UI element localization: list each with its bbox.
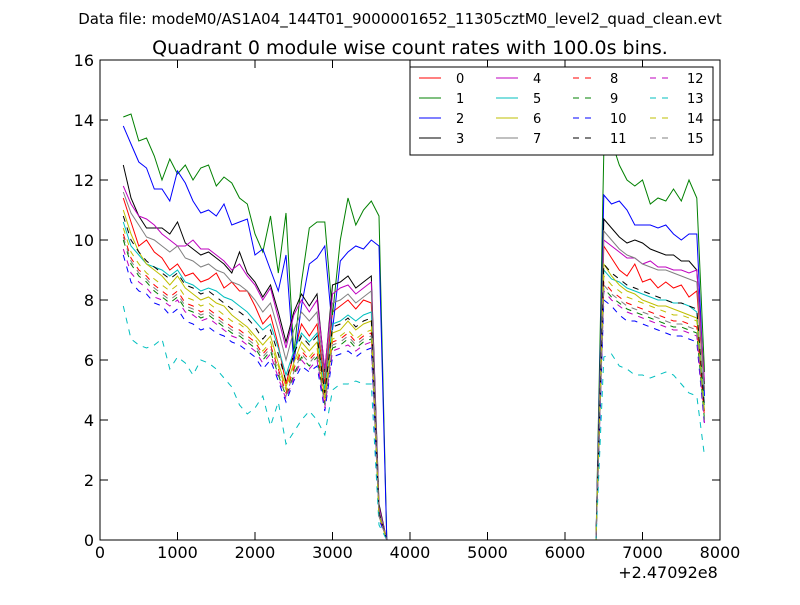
x-tick-label: 4000 bbox=[390, 543, 431, 562]
legend-label-11: 11 bbox=[610, 132, 627, 147]
y-tick-label: 14 bbox=[74, 111, 94, 130]
legend-label-9: 9 bbox=[610, 92, 618, 107]
legend-label-2: 2 bbox=[456, 112, 464, 127]
y-tick-label: 4 bbox=[84, 411, 94, 430]
legend-label-14: 14 bbox=[687, 112, 704, 127]
y-tick-label: 6 bbox=[84, 351, 94, 370]
legend-label-0: 0 bbox=[456, 72, 464, 87]
x-tick-label: 7000 bbox=[622, 543, 663, 562]
x-tick-label: 0 bbox=[95, 543, 105, 562]
legend-label-7: 7 bbox=[533, 132, 541, 147]
x-tick-label: 8000 bbox=[700, 543, 741, 562]
series-layer bbox=[122, 113, 705, 540]
legend-label-15: 15 bbox=[687, 132, 704, 147]
legend-label-10: 10 bbox=[610, 112, 627, 127]
ticks-layer: 0 1000 2000 3000 4000 5000 6000 7000 80000246810… bbox=[74, 51, 741, 562]
chart-title: Quadrant 0 module wise count rates with … bbox=[152, 37, 668, 59]
y-tick-label: 2 bbox=[84, 471, 94, 490]
legend-label-4: 4 bbox=[533, 72, 541, 87]
legend-box bbox=[409, 66, 714, 156]
x-tick-label: 1000 bbox=[157, 543, 198, 562]
x-tick-label: 2000 bbox=[235, 543, 276, 562]
x-offset-label: +2.47092e8 bbox=[618, 563, 718, 582]
series-line-5 bbox=[122, 221, 705, 540]
legend-label-1: 1 bbox=[456, 92, 464, 107]
chart-suptitle: Data file: modeM0/AS1A04_144T01_90000016… bbox=[78, 10, 722, 29]
y-tick-label: 8 bbox=[84, 291, 94, 310]
legend-label-5: 5 bbox=[533, 92, 541, 107]
legend-label-3: 3 bbox=[456, 132, 464, 147]
series-line-0 bbox=[122, 197, 705, 540]
legend-label-6: 6 bbox=[533, 112, 541, 127]
series-line-14 bbox=[122, 227, 705, 540]
series-line-2 bbox=[122, 125, 705, 540]
x-tick-label: 6000 bbox=[545, 543, 586, 562]
legend-label-8: 8 bbox=[610, 72, 618, 87]
x-tick-label: 3000 bbox=[312, 543, 353, 562]
series-line-3 bbox=[122, 164, 705, 540]
series-line-8 bbox=[122, 233, 705, 540]
legend-label-12: 12 bbox=[687, 72, 704, 87]
y-tick-label: 16 bbox=[74, 51, 94, 70]
series-line-4 bbox=[122, 185, 705, 540]
series-line-9 bbox=[122, 239, 705, 540]
series-line-13 bbox=[122, 305, 705, 540]
series-line-6 bbox=[122, 209, 705, 540]
y-tick-label: 10 bbox=[74, 231, 94, 250]
y-tick-label: 12 bbox=[74, 171, 94, 190]
series-line-10 bbox=[122, 254, 705, 540]
series-line-11 bbox=[122, 215, 705, 540]
x-tick-label: 5000 bbox=[467, 543, 508, 562]
series-line-7 bbox=[122, 191, 705, 540]
series-line-15 bbox=[122, 236, 705, 540]
y-tick-label: 0 bbox=[84, 531, 94, 550]
legend-label-13: 13 bbox=[687, 92, 704, 107]
